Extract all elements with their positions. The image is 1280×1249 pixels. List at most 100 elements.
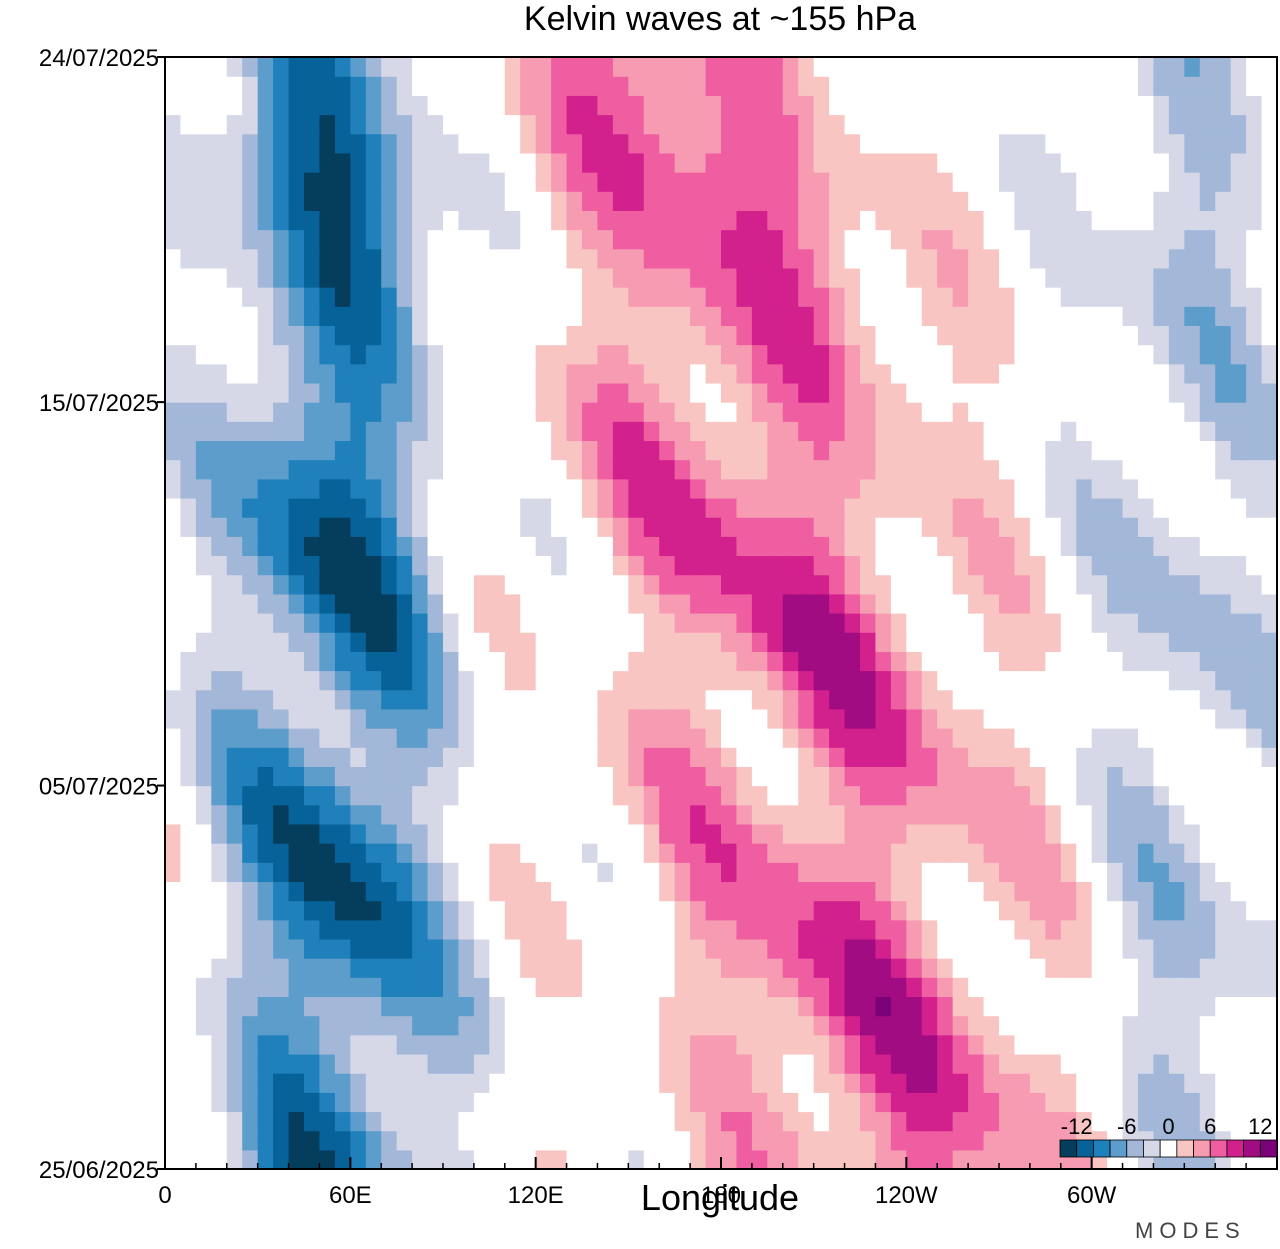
heatmap-cell [1199,574,1216,595]
heatmap-cell [226,536,243,557]
heatmap-cell [999,210,1016,231]
heatmap-cell [1107,402,1124,422]
heatmap-cell [427,1149,444,1170]
heatmap-cell [1246,1092,1263,1113]
heatmap-cell [690,191,707,211]
heatmap-cell [721,133,738,154]
heatmap-cell [906,76,923,96]
heatmap-cell [659,363,676,384]
heatmap-cell [674,57,691,77]
heatmap-cell [1246,478,1263,499]
heatmap-cell [875,823,892,844]
heatmap-cell [319,344,336,365]
heatmap-cell [906,670,923,691]
heatmap-cell [860,1073,877,1093]
heatmap-cell [473,881,490,902]
heatmap-cell [1199,938,1216,959]
heatmap-cell [257,517,274,537]
heatmap-cell [1199,402,1216,422]
heatmap-cell [721,191,738,211]
heatmap-cell [659,804,676,825]
heatmap-cell [242,938,259,959]
heatmap-cell [180,76,197,96]
heatmap-cell [1153,938,1170,959]
heatmap-cell [1029,1111,1046,1132]
heatmap-cell [643,900,660,921]
heatmap-cell [844,229,861,250]
heatmap-cell [767,229,784,250]
heatmap-cell [582,862,599,883]
heatmap-cell [334,1130,351,1151]
heatmap-cell [304,613,321,633]
heatmap-cell [767,689,784,710]
x-tick-label: 60E [329,1182,372,1209]
heatmap-cell [782,593,799,614]
heatmap-cell [304,862,321,883]
heatmap-cell [489,977,506,998]
heatmap-cell [844,440,861,461]
heatmap-cell [520,210,537,231]
heatmap-cell [643,1130,660,1151]
heatmap-cell [1060,267,1077,288]
heatmap-cell [906,938,923,959]
heatmap-cell [566,977,583,998]
heatmap-cell [520,76,537,96]
heatmap-cell [334,229,351,250]
heatmap-cell [304,421,321,442]
heatmap-cell [674,172,691,192]
heatmap-cell [489,114,506,135]
heatmap-cell [257,1149,274,1170]
heatmap-cell [1184,919,1201,940]
heatmap-cell [782,57,799,77]
heatmap-cell [829,632,846,652]
heatmap-cell [334,478,351,499]
heatmap-cell [674,555,691,576]
heatmap-cell [226,306,243,327]
heatmap-cell [304,670,321,691]
heatmap-cell [968,632,985,652]
heatmap-cell [612,1053,629,1074]
heatmap-cell [520,785,537,806]
heatmap-cell [860,421,877,442]
heatmap-cell [1138,728,1155,748]
heatmap-cell [443,267,460,288]
heatmap-cell [582,210,599,231]
heatmap-cell [458,670,475,691]
heatmap-cell [273,95,290,116]
heatmap-cell [628,229,645,250]
heatmap-cell [875,229,892,250]
heatmap-cell [1184,900,1201,921]
heatmap-cell [674,651,691,672]
heatmap-cell [257,996,274,1017]
heatmap-cell [1138,325,1155,346]
heatmap-cell [921,632,938,652]
heatmap-cell [504,325,521,346]
heatmap-cell [1122,670,1139,691]
heatmap-cell [1215,823,1232,844]
heatmap-cell [443,459,460,480]
heatmap-cell [906,267,923,288]
heatmap-cell [890,996,907,1017]
heatmap-cell [921,823,938,844]
heatmap-cell [334,766,351,787]
heatmap-cell [381,478,398,499]
heatmap-cell [195,421,212,442]
heatmap-cell [504,114,521,135]
heatmap-cell [396,76,413,96]
heatmap-cell [473,728,490,748]
heatmap-cell [1122,1092,1139,1113]
heatmap-cell [273,363,290,384]
heatmap-cell [319,325,336,346]
heatmap-cell [597,191,614,211]
heatmap-cell [968,823,985,844]
heatmap-cell [365,229,382,250]
heatmap-cell [520,172,537,192]
heatmap-cell [257,823,274,844]
heatmap-cell [582,229,599,250]
heatmap-cell [535,823,552,844]
heatmap-cell [165,325,182,346]
heatmap-cell [906,881,923,902]
heatmap-cell [211,651,228,672]
heatmap-cell [1138,1111,1155,1132]
heatmap-cell [628,574,645,595]
